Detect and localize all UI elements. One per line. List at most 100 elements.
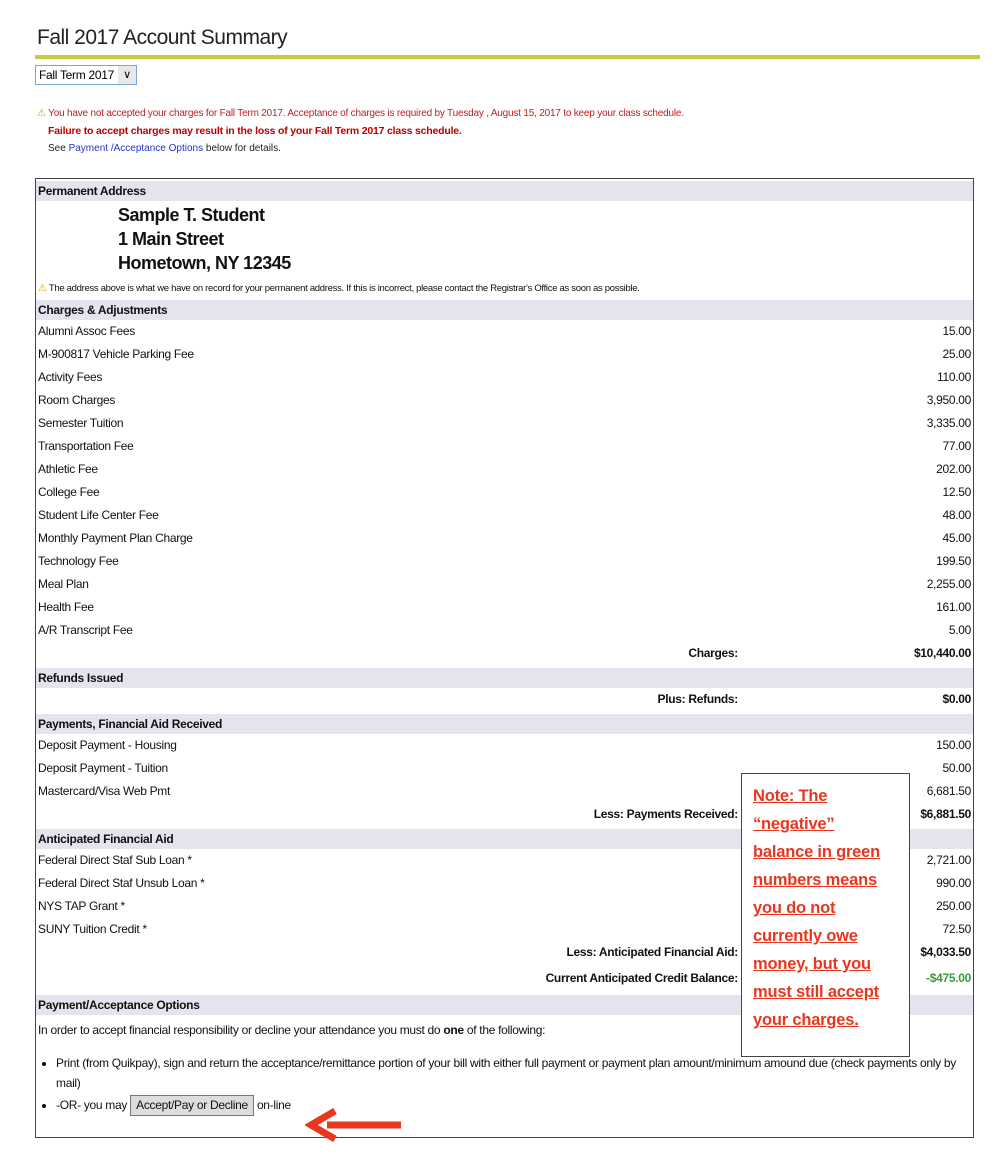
option-online: -OR- you may Accept/Pay or Decline on-li… bbox=[56, 1095, 973, 1116]
address-name: Sample T. Student bbox=[118, 205, 265, 225]
warning-line: ⚠ You have not accepted your charges for… bbox=[37, 108, 684, 119]
account-summary-table: Permanent Address Sample T. Student 1 Ma… bbox=[35, 178, 974, 1138]
line-item-amount: 72.50 bbox=[942, 922, 971, 936]
total-value: $0.00 bbox=[942, 692, 971, 706]
total-label: Less: Payments Received: bbox=[593, 807, 739, 821]
line-item-amount: 15.00 bbox=[942, 324, 971, 338]
line-item-amount: 6,681.50 bbox=[926, 784, 972, 798]
aid-list: Federal Direct Staf Sub Loan * 2,721.00 Fe… bbox=[36, 849, 973, 941]
intro-text: In order to accept financial responsibil… bbox=[38, 1023, 441, 1037]
line-item-amount: 45.00 bbox=[942, 531, 971, 545]
line-item: Semester Tuition 3,335.00 bbox=[36, 412, 973, 435]
intro-post: of the following: bbox=[466, 1023, 546, 1037]
line-item-label: Meal Plan bbox=[38, 577, 89, 591]
total-row: Less: Payments Received: $6,881.50 bbox=[36, 803, 973, 826]
address-note: ⚠ The address above is what we have on r… bbox=[36, 283, 973, 294]
option-print: Print (from Quikpay), sign and return th… bbox=[56, 1053, 973, 1093]
line-item-label: College Fee bbox=[38, 485, 100, 499]
warning-text: You have not accepted your charges for F… bbox=[48, 108, 684, 119]
address-block: Sample T. Student 1 Main Street Hometown… bbox=[36, 203, 973, 275]
section-header: Payment/Acceptance Options bbox=[36, 995, 973, 1015]
line-item-label: Transportation Fee bbox=[38, 439, 134, 453]
option-online-post: on-line bbox=[256, 1098, 291, 1112]
address-street: 1 Main Street bbox=[118, 229, 224, 249]
section-header: Refunds Issued bbox=[36, 668, 973, 688]
total-row: Plus: Refunds: $0.00 bbox=[36, 688, 973, 711]
credit-balance-value: -$475.00 bbox=[926, 971, 971, 985]
line-item-label: Student Life Center Fee bbox=[38, 508, 159, 522]
line-item-amount: 2,255.00 bbox=[926, 577, 972, 591]
line-item-amount: 3,335.00 bbox=[926, 416, 972, 430]
line-item: Meal Plan 2,255.00 bbox=[36, 573, 973, 596]
line-item: Health Fee 161.00 bbox=[36, 596, 973, 619]
line-item: Student Life Center Fee 48.00 bbox=[36, 504, 973, 527]
line-item-label: Semester Tuition bbox=[38, 416, 124, 430]
total-row: Charges: $10,440.00 bbox=[36, 642, 973, 665]
line-item-label: Deposit Payment - Housing bbox=[38, 738, 177, 752]
line-item-amount: 199.50 bbox=[936, 554, 971, 568]
address-note-text: The address above is what we have on rec… bbox=[48, 283, 640, 294]
line-item-amount: 150.00 bbox=[936, 738, 971, 752]
line-item-label: Federal Direct Staf Unsub Loan * bbox=[38, 876, 205, 890]
page-title: Fall 2017 Account Summary bbox=[37, 26, 288, 49]
line-item: Federal Direct Staf Sub Loan * 2,721.00 bbox=[36, 849, 973, 872]
warning-icon: ⚠ bbox=[37, 108, 46, 119]
line-item: Technology Fee 199.50 bbox=[36, 550, 973, 573]
total-label: Less: Anticipated Financial Aid: bbox=[566, 945, 738, 959]
section-header: Payments, Financial Aid Received bbox=[36, 714, 973, 734]
total-value: $6,881.50 bbox=[920, 807, 971, 821]
line-item-amount: 3,950.00 bbox=[926, 393, 972, 407]
option-online-pre: -OR- you may bbox=[56, 1098, 128, 1112]
see-details: See Payment /Acceptance Options below fo… bbox=[48, 143, 281, 154]
line-item-label: A/R Transcript Fee bbox=[38, 623, 133, 637]
line-item-label: Technology Fee bbox=[38, 554, 119, 568]
line-item-label: M-900817 Vehicle Parking Fee bbox=[38, 347, 194, 361]
line-item: NYS TAP Grant * 250.00 bbox=[36, 895, 973, 918]
total-row: Less: Anticipated Financial Aid: $4,033.5… bbox=[36, 941, 973, 964]
accept-pay-decline-button[interactable]: Accept/Pay or Decline bbox=[130, 1095, 254, 1116]
line-item-label: Room Charges bbox=[38, 393, 116, 407]
line-item-amount: 5.00 bbox=[948, 623, 971, 637]
total-label: Plus: Refunds: bbox=[657, 692, 739, 706]
section-header: Charges & Adjustments bbox=[36, 300, 973, 320]
total-label: Charges: bbox=[688, 646, 738, 660]
term-select-value: Fall Term 2017 bbox=[39, 68, 114, 82]
line-item: Deposit Payment - Tuition 50.00 bbox=[36, 757, 973, 780]
payments-list: Deposit Payment - Housing 150.00 Deposit P… bbox=[36, 734, 973, 803]
line-item-label: Alumni Assoc Fees bbox=[38, 324, 135, 338]
line-item-label: Federal Direct Staf Sub Loan * bbox=[38, 853, 192, 867]
line-item: Transportation Fee 77.00 bbox=[36, 435, 973, 458]
line-item-amount: 77.00 bbox=[942, 439, 971, 453]
term-select[interactable]: Fall Term 2017 ∨ bbox=[35, 65, 137, 85]
address-city: Hometown, NY 12345 bbox=[118, 253, 291, 273]
line-item: Athletic Fee 202.00 bbox=[36, 458, 973, 481]
line-item-label: Deposit Payment - Tuition bbox=[38, 761, 168, 775]
warning-icon: ⚠ bbox=[38, 283, 47, 294]
line-item: Deposit Payment - Housing 150.00 bbox=[36, 734, 973, 757]
see-text: See bbox=[48, 143, 66, 154]
line-item-amount: 2,721.00 bbox=[926, 853, 972, 867]
line-item-amount: 48.00 bbox=[942, 508, 971, 522]
section-header: Anticipated Financial Aid bbox=[36, 829, 973, 849]
line-item-amount: 202.00 bbox=[936, 462, 971, 476]
line-item-label: Monthly Payment Plan Charge bbox=[38, 531, 193, 545]
line-item-label: SUNY Tuition Credit * bbox=[38, 922, 147, 936]
credit-balance-row: Current Anticipated Credit Balance: -$475… bbox=[36, 964, 973, 992]
line-item-amount: 110.00 bbox=[936, 370, 971, 384]
payment-options-link[interactable]: Payment /Acceptance Options bbox=[68, 143, 204, 154]
line-item: Monthly Payment Plan Charge 45.00 bbox=[36, 527, 973, 550]
chevron-down-icon[interactable]: ∨ bbox=[118, 66, 136, 84]
total-value: $4,033.50 bbox=[920, 945, 971, 959]
warning-bold: Failure to accept charges may result in … bbox=[48, 125, 462, 137]
line-item-amount: 250.00 bbox=[936, 899, 971, 913]
line-item: A/R Transcript Fee 5.00 bbox=[36, 619, 973, 642]
line-item-amount: 990.00 bbox=[936, 876, 971, 890]
line-item: Mastercard/Visa Web Pmt 6,681.50 bbox=[36, 780, 973, 803]
total-value: $10,440.00 bbox=[913, 646, 971, 660]
line-item-label: Activity Fees bbox=[38, 370, 103, 384]
line-item: SUNY Tuition Credit * 72.50 bbox=[36, 918, 973, 941]
credit-balance-label: Current Anticipated Credit Balance: bbox=[545, 971, 739, 985]
annotation-note: Note: The “negative” balance in green nu… bbox=[741, 773, 910, 1057]
options-list: Print (from Quikpay), sign and return th… bbox=[36, 1053, 973, 1116]
line-item-label: NYS TAP Grant * bbox=[38, 899, 125, 913]
